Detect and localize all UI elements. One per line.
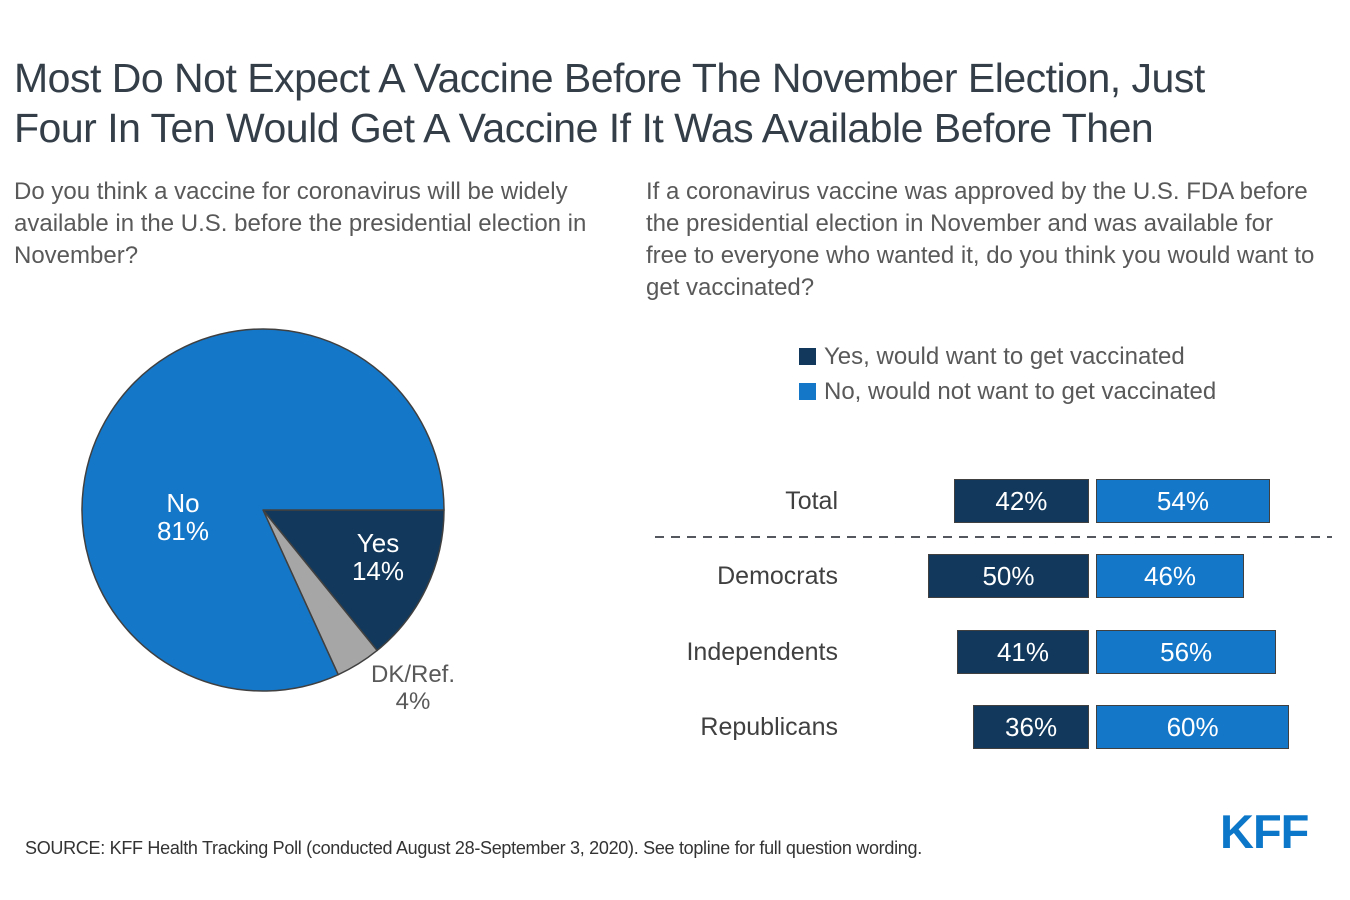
- pie-label-no-name: No: [166, 488, 200, 518]
- pie-label-dk-ref-value: 4%: [395, 688, 431, 715]
- pie-label-no: No 81%: [157, 489, 209, 545]
- bar-segment-no-total: 54%: [1096, 479, 1270, 523]
- bar-category-label: Total: [785, 487, 838, 515]
- bar-value-label: 41%: [996, 636, 1050, 667]
- bar-value-label: 56%: [1160, 636, 1213, 667]
- source-note: SOURCE: KFF Health Tracking Poll (conduc…: [25, 838, 922, 858]
- pie-slice-no: [81, 328, 445, 692]
- pie-question-text: Do you think a vaccine for coronavirus w…: [14, 178, 587, 269]
- pie-label-yes: Yes 14%: [352, 529, 404, 585]
- legend-label-yes: Yes, would want to get vaccinated: [824, 342, 1185, 370]
- pie-slice-yes: [262, 509, 445, 652]
- bar-value-label: 46%: [1144, 560, 1197, 591]
- pie-label-yes-name: Yes: [356, 528, 400, 558]
- total-party-divider-line: [655, 536, 1332, 538]
- bar-segment-yes-democrats: 50%: [928, 554, 1089, 598]
- page-title-line2: Four In Ten Would Get A Vaccine If It Wa…: [14, 105, 1154, 152]
- bar-segment-yes-total: 42%: [953, 479, 1089, 523]
- page-title: Most Do Not Expect A Vaccine Before The …: [14, 53, 1344, 153]
- bar-value-label: 42%: [995, 485, 1048, 516]
- bar-question-text: If a coronavirus vaccine was approved by…: [646, 178, 1315, 301]
- bar-row-independents: Independents 41% 56%: [0, 630, 1350, 674]
- bar-segment-yes-republicans: 36%: [973, 705, 1089, 749]
- bar-row-democrats: Democrats 50% 46%: [0, 554, 1350, 598]
- pie-chart: [81, 328, 445, 692]
- bar-value-label: 50%: [982, 560, 1035, 591]
- bar-category-label: Independents: [686, 638, 838, 666]
- page-title-line1: Most Do Not Expect A Vaccine Before The …: [14, 55, 1205, 102]
- bar-segment-no-independents: 56%: [1096, 630, 1277, 674]
- pie-label-no-value: 81%: [156, 516, 210, 546]
- pie-label-dk-ref-name: DK/Ref.: [370, 661, 456, 688]
- legend-swatch-yes: [799, 348, 816, 365]
- bar-value-label: 54%: [1156, 485, 1209, 516]
- bar-row-total: Total 42% 54%: [0, 479, 1350, 523]
- bar-segment-yes-independents: 41%: [957, 630, 1089, 674]
- pie-label-yes-value: 14%: [351, 556, 405, 586]
- bar-segment-no-democrats: 46%: [1096, 554, 1245, 598]
- pie-label-dk-ref: DK/Ref. 4%: [371, 661, 455, 715]
- kff-logo: KFF: [1220, 805, 1309, 858]
- legend-swatch-no: [799, 383, 816, 400]
- legend-item-yes: Yes, would want to get vaccinated: [799, 339, 1216, 374]
- bar-value-label: 36%: [1005, 711, 1058, 742]
- bar-row-republicans: Republicans 36% 60%: [0, 705, 1350, 749]
- legend: Yes, would want to get vaccinated No, wo…: [799, 339, 1216, 409]
- legend-item-no: No, would not want to get vaccinated: [799, 374, 1216, 409]
- bar-category-label: Democrats: [717, 562, 838, 590]
- bar-category-label: Republicans: [700, 713, 838, 741]
- bar-segment-no-republicans: 60%: [1096, 705, 1290, 749]
- bar-value-label: 60%: [1166, 711, 1219, 742]
- legend-label-no: No, would not want to get vaccinated: [824, 377, 1217, 405]
